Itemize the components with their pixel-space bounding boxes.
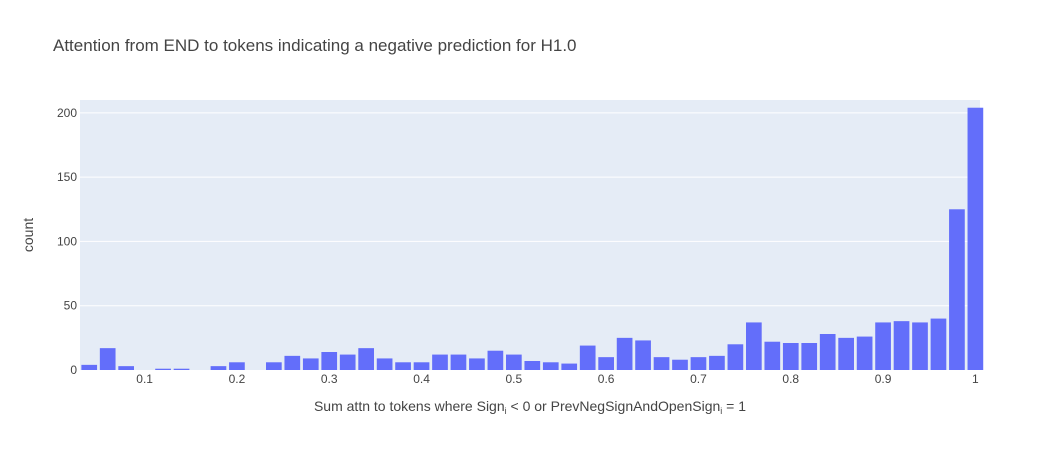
bar	[616, 337, 633, 370]
bar	[284, 355, 301, 370]
bar	[764, 341, 781, 370]
bar	[266, 362, 282, 370]
bar	[856, 336, 873, 370]
x-tick-label: 0.7	[690, 372, 707, 386]
gridlines	[80, 112, 980, 307]
bar	[173, 368, 190, 370]
bar	[469, 358, 485, 370]
bar	[487, 350, 504, 370]
bar	[838, 337, 854, 370]
bar	[99, 348, 116, 370]
bar	[413, 362, 430, 370]
bar	[819, 334, 836, 370]
bar	[210, 366, 227, 370]
bar	[395, 362, 411, 370]
bar	[912, 322, 928, 370]
bar	[542, 362, 559, 370]
x-axis-title-part-3: = 1	[722, 398, 746, 414]
bar	[949, 209, 965, 370]
bar	[302, 358, 319, 370]
x-axis-ticks: 0.1 0.2 0.3 0.4 0.5 0.6 0.7 0.8 0.9 1	[136, 372, 979, 386]
bar	[653, 357, 670, 370]
x-tick-label: 0.2	[229, 372, 246, 386]
bar	[635, 340, 651, 370]
bar	[506, 354, 522, 370]
y-tick-label: 200	[57, 106, 77, 120]
y-tick-label: 150	[57, 170, 77, 184]
x-tick-label: 0.9	[875, 372, 892, 386]
x-tick-label: 0.8	[782, 372, 799, 386]
x-axis-title: Sum attn to tokens where Signi < 0 or Pr…	[314, 398, 746, 416]
bar	[339, 354, 356, 370]
x-tick-label: 0.5	[506, 372, 523, 386]
bar	[801, 343, 818, 370]
bar	[930, 318, 947, 370]
bar	[727, 344, 744, 370]
x-axis-title-subscript-2: i	[720, 406, 722, 416]
bar	[432, 354, 448, 370]
bar	[782, 343, 799, 370]
bar	[81, 364, 98, 370]
bar	[709, 355, 725, 370]
y-tick-label: 50	[64, 299, 78, 313]
x-axis-title-part-1: Sum attn to tokens where Sign	[314, 398, 505, 414]
bar	[579, 345, 596, 370]
y-tick-label: 0	[70, 363, 77, 377]
bar	[358, 348, 374, 370]
bar	[967, 107, 984, 370]
bar	[746, 322, 762, 370]
y-axis-title: count	[20, 218, 36, 252]
x-tick-label: 1	[972, 372, 979, 386]
bar	[524, 361, 541, 370]
bar	[155, 368, 171, 370]
chart-title: Attention from END to tokens indicating …	[53, 36, 577, 55]
y-tick-label: 100	[57, 234, 77, 248]
bar	[672, 359, 688, 370]
plot-area	[80, 100, 980, 370]
bar	[450, 354, 467, 370]
bar	[321, 352, 338, 370]
bar	[118, 366, 134, 370]
bar	[875, 322, 891, 370]
bar	[598, 357, 614, 370]
x-tick-label: 0.6	[598, 372, 615, 386]
bar	[893, 321, 910, 370]
x-axis-title-part-2: < 0 or PrevNegSignAndOpenSign	[507, 398, 721, 414]
bar	[690, 357, 707, 370]
x-tick-label: 0.1	[136, 372, 153, 386]
x-tick-label: 0.3	[321, 372, 338, 386]
x-tick-label: 0.4	[413, 372, 430, 386]
x-axis-title-subscript-1: i	[505, 406, 507, 416]
bar	[561, 363, 578, 370]
bar	[229, 362, 245, 370]
bar	[376, 358, 393, 370]
y-axis-ticks: 0 50 100 150 200	[57, 106, 77, 377]
bars	[81, 107, 984, 370]
